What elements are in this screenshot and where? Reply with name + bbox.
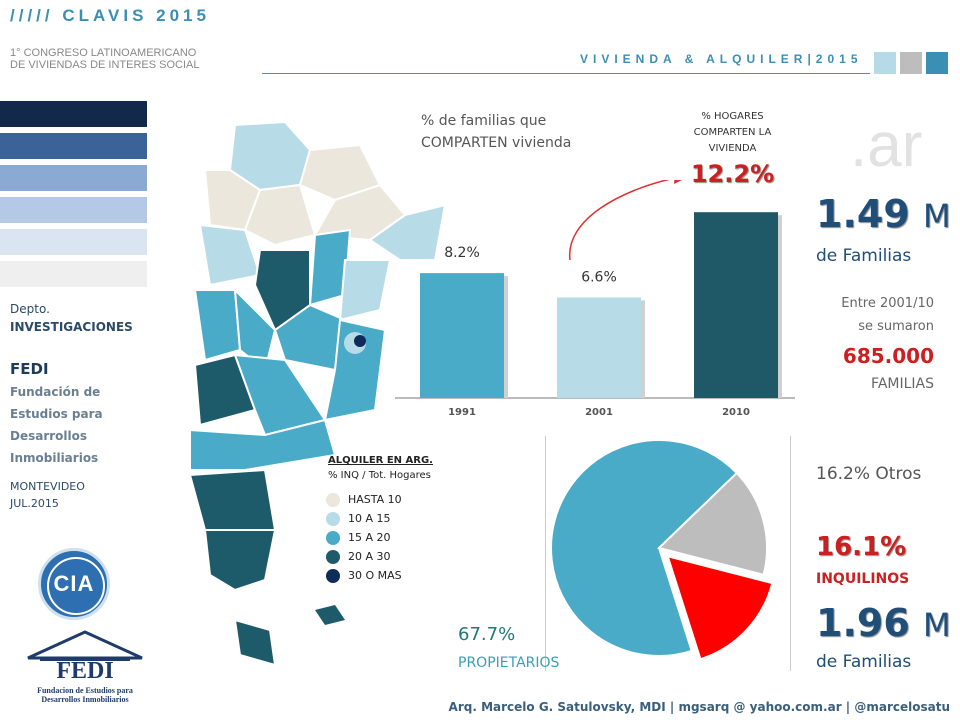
bar-value-label: 6.6% [581,269,617,285]
families-sharing-value: 1.49 [816,192,910,236]
map-province [188,468,277,531]
argentina-map [188,120,447,667]
fedi-logo-subtext: Fundacion de Estudios para Desarrollos I… [37,686,133,704]
bar-chart-note: % de familias que COMPARTEN vivienda [421,113,572,151]
families-sharing-total: 1.49 M [816,192,951,236]
legend-bar [0,133,147,159]
legend-swatch [326,568,340,583]
total-families-unit: M [923,606,951,644]
bar-2001 [557,297,641,398]
map-legend-item: 10 A 15 [326,509,436,528]
callout-title: % HOGARES COMPARTEN LA VIVIENDA [693,111,772,154]
map-province [323,318,387,422]
pie-slice-inquilinos [666,554,774,661]
map-legend-label: 10 A 15 [348,512,391,525]
pie-divider-left [545,436,546,671]
others-label: 16.2% Otros [816,464,922,484]
legend-swatch [326,549,340,564]
footer-credits: Arq. Marcelo G. Satulovsky, MDI | mgsarq… [448,700,950,714]
total-families-label: de Familias [816,652,912,672]
callout-value: 12.2% [690,160,775,188]
map-province [273,303,347,372]
added-families-label: FAMILIAS [871,376,934,392]
fedi-logo-text: FEDI [56,658,114,684]
date: JUL.2015 [10,497,59,510]
bar-chart: 1991 8.2% 2001 6.6% 2010 [395,180,795,418]
bar-category-label: 2010 [722,407,750,418]
org-name: FEDI [10,360,49,378]
header-square-1 [874,52,896,74]
legend-bar [0,229,147,255]
map-legend-subtitle: % INQ / Tot. Hogares [328,470,431,481]
legend-bar [0,165,147,191]
pie-slice-otros [657,471,768,577]
map-legend-label: HASTA 10 [348,493,402,506]
legend-swatch [326,511,340,526]
map-legend-item: HASTA 10 [326,490,436,509]
owners-value: 67.7% [458,624,516,645]
header-square-2 [900,52,922,74]
map-legend-title: ALQUILER EN ARG. [328,455,433,466]
callout-arrow-head [674,180,682,184]
watermark: .ar [850,111,923,180]
owners-label: PROPIETARIOS [458,655,560,671]
map-province [338,259,392,322]
legend-bar [0,101,147,127]
families-sharing-label: de Familias [816,246,912,266]
map-province [243,183,317,247]
map-province [233,618,277,667]
bar-1991 [420,273,504,398]
added-families-value: 685.000 [842,344,934,368]
map-province [203,529,277,592]
renters-value: 16.1% [816,532,907,562]
families-sharing-unit: M [923,197,951,235]
legend-bar [0,261,147,287]
header-tagline: VIVIENDA & ALQUILER|2015 [580,52,863,66]
legend-swatch [326,492,340,507]
map-legend-item: 30 O MAS [326,566,436,585]
bar-category-label: 2001 [585,407,613,418]
pie-divider-right [790,436,791,671]
dept-name: INVESTIGACIONES [10,320,133,334]
org-full-name: Fundación de Estudios para Desarrollos I… [10,385,103,465]
map-province [368,203,447,261]
cia-logo: CIA [38,548,110,620]
map-buenos-aires-dot [354,335,366,347]
added-sub1: Entre 2001/10 [841,296,934,311]
brand-title: ///// CLAVIS 2015 [10,6,210,25]
map-legend-label: 30 O MAS [348,569,402,582]
map-legend-label: 20 A 30 [348,550,391,563]
added-sub2: se sumaron [858,319,934,334]
header-divider [262,73,870,74]
callout-arrow [569,180,670,261]
pie-slice-propietarios [550,439,739,657]
total-families-value: 1.96 [816,601,910,645]
fedi-logo: FEDI Fundacion de Estudios para Desarrol… [20,628,150,710]
map-legend-label: 15 A 20 [348,531,391,544]
total-families: 1.96 M [816,601,951,645]
map-legend-list: HASTA 10 10 A 15 15 A 20 20 A 30 30 O MA… [326,490,436,585]
legend-swatch [326,530,340,545]
map-province [189,418,337,471]
header-square-3 [926,52,948,74]
map-legend-item: 15 A 20 [326,528,436,547]
dept-label: Depto. [10,302,50,316]
bar-2010 [694,212,778,398]
bar-category-label: 1991 [448,407,476,418]
pie-chart [550,439,774,661]
cia-logo-text: CIA [53,571,95,596]
header-subtitle-1: 1° CONGRESO LATINOAMERICANO [10,47,197,59]
city: MONTEVIDEO [10,480,85,493]
renters-label: INQUILINOS [816,571,910,587]
map-province [193,289,242,362]
header-subtitle-2: DE VIVIENDAS DE INTERES SOCIAL [10,59,200,71]
map-islands [315,605,345,625]
map-legend-item: 20 A 30 [326,547,436,566]
legend-bar [0,197,147,223]
bar-value-label: 8.2% [444,245,480,261]
